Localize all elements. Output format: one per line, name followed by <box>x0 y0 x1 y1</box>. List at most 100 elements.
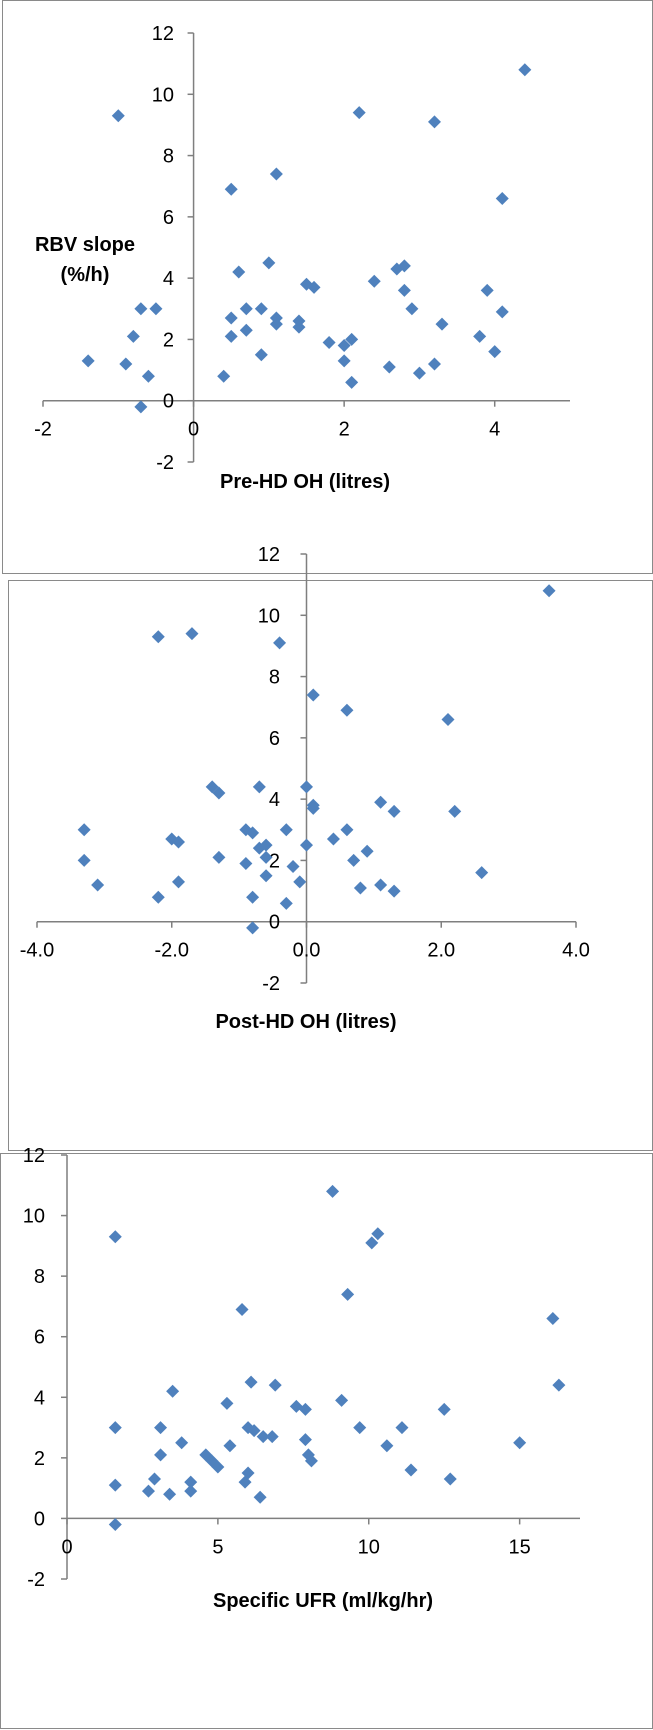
y-tick-label: 8 <box>163 146 174 168</box>
data-point <box>253 1490 267 1504</box>
data-point <box>224 329 238 343</box>
data-point <box>546 1312 560 1326</box>
data-point <box>232 265 246 279</box>
data-point <box>252 841 266 855</box>
data-point <box>148 1472 162 1486</box>
data-point <box>154 1421 168 1435</box>
x-tick-label: 0 <box>61 1536 72 1558</box>
data-point <box>326 832 340 846</box>
data-point <box>91 878 105 892</box>
data-point <box>126 329 140 343</box>
data-point <box>365 1236 379 1250</box>
chart-specific-ufr: -2 0 2 4 6 8 10 12 0 5 10 15 Specific UFR (ml/kg/hr) <box>0 1145 653 1729</box>
data-point <box>495 305 509 319</box>
data-point <box>360 844 374 858</box>
data-point <box>223 1439 237 1453</box>
data-point <box>306 688 320 702</box>
x-tick-label: 0 <box>188 419 199 441</box>
data-point <box>151 630 165 644</box>
data-point <box>495 191 509 205</box>
data-point <box>224 182 238 196</box>
data-point <box>347 853 361 867</box>
data-point <box>304 1454 318 1468</box>
data-point <box>163 1487 177 1501</box>
y-tick-label: 8 <box>34 1266 45 1288</box>
y-axis-title: (%/h) <box>61 264 110 286</box>
data-point <box>81 354 95 368</box>
data-point <box>171 835 185 849</box>
data-point <box>374 795 388 809</box>
data-point <box>185 627 199 641</box>
data-point <box>224 311 238 325</box>
data-point <box>345 375 359 389</box>
y-tick-label: 2 <box>34 1448 45 1470</box>
data-point <box>246 921 260 935</box>
y-tick-label: 12 <box>152 23 174 45</box>
y-tick-label: 6 <box>163 207 174 229</box>
data-point <box>199 1448 213 1462</box>
y-tick-label: 12 <box>23 1145 45 1167</box>
data-point <box>108 1517 122 1531</box>
data-point <box>405 302 419 316</box>
chart-pre-hd-oh: -2 0 2 4 6 8 10 12 -2 0 2 4 Pre-HD OH (litres) RBV sl… <box>2 0 653 574</box>
data-point <box>141 369 155 383</box>
data-point <box>335 1393 349 1407</box>
data-point <box>239 302 253 316</box>
data-point <box>397 259 411 273</box>
data-point <box>518 63 532 77</box>
data-point <box>427 357 441 371</box>
data-point <box>382 360 396 374</box>
data-point <box>341 1287 355 1301</box>
y-tick-label: 10 <box>23 1206 45 1228</box>
y-tick-label: 6 <box>34 1327 45 1349</box>
data-point <box>269 167 283 181</box>
data-point <box>217 369 231 383</box>
data-point <box>134 400 148 414</box>
x-tick-label: 2.0 <box>427 940 455 962</box>
data-point <box>513 1436 527 1450</box>
data-point <box>306 801 320 815</box>
data-point <box>298 1433 312 1447</box>
data-point <box>166 1384 180 1398</box>
x-tick-label: -4.0 <box>20 940 54 962</box>
data-point <box>301 1448 315 1462</box>
data-point <box>246 826 260 840</box>
y-tick-label: 4 <box>269 789 280 811</box>
data-point <box>552 1378 566 1392</box>
chart-specific-ufr-plot: -2 0 2 4 6 8 10 12 0 5 10 15 Specific UFR (ml/kg/hr) <box>23 1145 580 1612</box>
data-point <box>184 1484 198 1498</box>
data-point <box>212 850 226 864</box>
y-tick-label: 4 <box>34 1387 45 1409</box>
data-point <box>149 302 163 316</box>
data-point <box>353 1421 367 1435</box>
data-point <box>220 1396 234 1410</box>
data-point <box>246 890 260 904</box>
data-point <box>307 280 321 294</box>
data-point <box>542 584 556 598</box>
data-point <box>235 1302 249 1316</box>
y-tick-label: 4 <box>163 268 174 290</box>
y-tick-label: 2 <box>163 329 174 351</box>
y-tick-label: 8 <box>269 667 280 689</box>
data-point <box>265 1430 279 1444</box>
data-point <box>279 896 293 910</box>
data-point <box>293 875 307 889</box>
x-tick-label: 5 <box>212 1536 223 1558</box>
data-point <box>371 1227 385 1241</box>
x-axis-title: Post-HD OH (litres) <box>215 1011 396 1033</box>
x-tick-label: 2 <box>339 419 350 441</box>
x-tick-label: 0.0 <box>293 940 321 962</box>
data-point <box>205 1454 219 1468</box>
data-point <box>238 1475 252 1489</box>
x-axis-title: Specific UFR (ml/kg/hr) <box>213 1590 433 1612</box>
data-point <box>286 860 300 874</box>
data-point <box>244 1375 258 1389</box>
data-point <box>259 850 273 864</box>
x-tick-label: -2 <box>34 419 52 441</box>
data-point <box>387 804 401 818</box>
data-point <box>108 1230 122 1244</box>
data-point <box>111 109 125 123</box>
data-point <box>171 875 185 889</box>
data-point <box>475 866 489 880</box>
data-point <box>184 1475 198 1489</box>
